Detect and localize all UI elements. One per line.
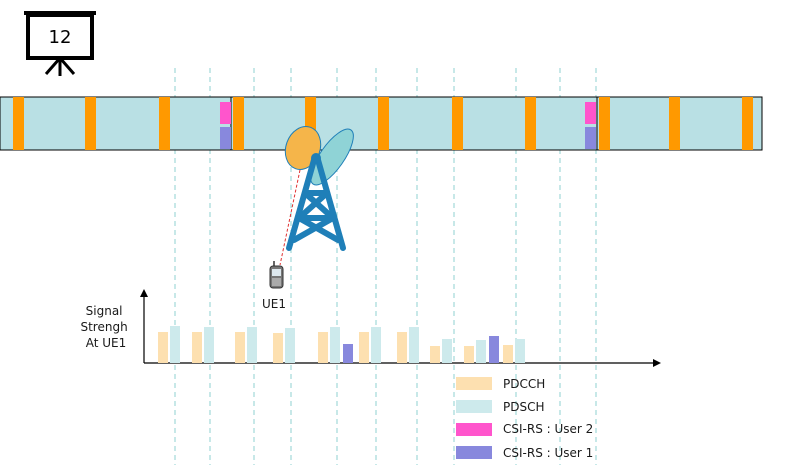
- pdsch-signal-bar: [515, 339, 525, 363]
- legend-swatch-pdsch: [456, 400, 492, 413]
- csi-rs-user1-signal-bar: [489, 336, 499, 363]
- pdcch-signal-bar: [397, 332, 407, 363]
- pdcch-signal-bar: [359, 332, 369, 363]
- cell-tower-icon: [284, 126, 354, 251]
- pdsch-signal-bar: [330, 327, 340, 363]
- pdcch-marker: [13, 97, 24, 150]
- pdcch-marker: [159, 97, 170, 150]
- legend-swatch-pdcch: [456, 377, 492, 390]
- slide-number: 12: [49, 27, 72, 48]
- csi-rs-markers: [220, 102, 596, 149]
- pdcch-signal-bar: [235, 332, 245, 363]
- csi-rs-user1-signal-bar: [343, 344, 353, 363]
- pdsch-signal-bar: [170, 326, 180, 363]
- resource-grid-strip: [0, 96, 763, 151]
- pdsch-signal-bar: [204, 327, 214, 363]
- signal-bars: [158, 326, 525, 363]
- pdsch-signal-bar: [285, 328, 295, 363]
- pdcch-signal-bar: [158, 332, 168, 363]
- legend-swatch-csi-user1: [456, 446, 492, 459]
- pdcch-marker: [742, 97, 753, 150]
- legend: PDCCH PDSCH CSI-RS : User 2 CSI-RS : Use…: [456, 377, 593, 460]
- ue-link: [279, 169, 301, 266]
- pdcch-marker: [599, 97, 610, 150]
- csi-rs-user2-marker: [220, 102, 231, 124]
- csi-rs-user1-marker: [220, 127, 231, 149]
- projector-screen-icon: 12: [24, 11, 96, 76]
- pdcch-signal-bar: [430, 346, 440, 363]
- pdcch-marker: [233, 97, 244, 150]
- y-axis-label: Signal Strengh At UE1: [80, 304, 131, 350]
- pdcch-marker: [305, 97, 316, 150]
- pdsch-signal-bar: [247, 327, 257, 363]
- pdcch-signal-bar: [503, 345, 513, 363]
- pdcch-signal-bar: [273, 333, 283, 363]
- pdcch-signal-bar: [192, 332, 202, 363]
- legend-swatch-csi-user2: [456, 423, 492, 436]
- legend-label-csi-user2: CSI-RS : User 2: [503, 422, 593, 436]
- legend-label-csi-user1: CSI-RS : User 1: [503, 446, 593, 460]
- ue-label: UE1: [262, 297, 286, 311]
- pdcch-signal-bar: [464, 346, 474, 363]
- pdcch-marker: [525, 97, 536, 150]
- pdcch-marker: [378, 97, 389, 150]
- pdcch-marker: [85, 97, 96, 150]
- pdcch-marker: [452, 97, 463, 150]
- pdsch-signal-bar: [371, 327, 381, 363]
- pdsch-signal-bar: [409, 327, 419, 363]
- legend-label-pdsch: PDSCH: [503, 400, 545, 414]
- legend-label-pdcch: PDCCH: [503, 377, 545, 391]
- mobile-phone-icon: [269, 261, 284, 289]
- pdcch-markers: [13, 97, 753, 150]
- pdsch-signal-bar: [442, 339, 452, 363]
- pdcch-marker: [669, 97, 680, 150]
- pdcch-signal-bar: [318, 332, 328, 363]
- csi-rs-user2-marker: [585, 102, 596, 124]
- pdsch-signal-bar: [476, 340, 486, 363]
- csi-rs-user1-marker: [585, 127, 596, 149]
